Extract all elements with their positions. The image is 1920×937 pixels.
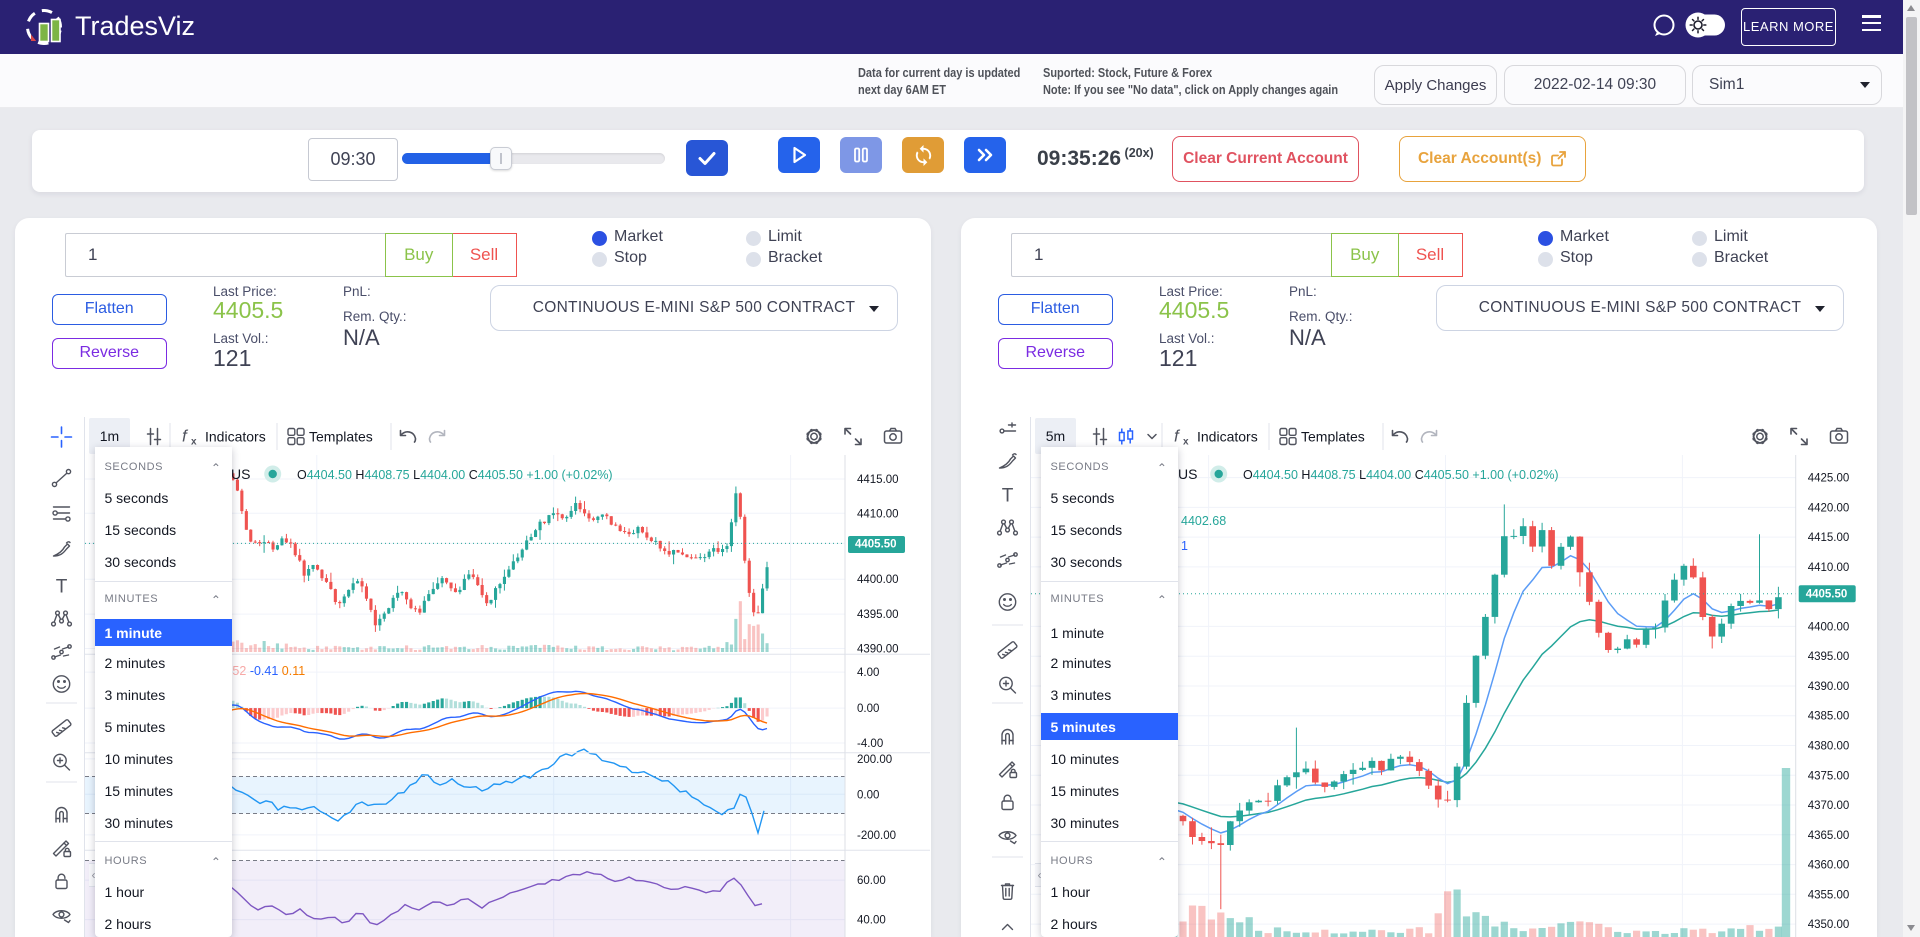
svg-text:4350.00: 4350.00 [1808,919,1850,931]
svg-text:f: f [1174,427,1181,446]
svg-text:4402.68: 4402.68 [1181,514,1226,528]
svg-text:4405.50: 4405.50 [855,538,897,550]
svg-text:T: T [1002,486,1014,507]
svg-text:4420.00: 4420.00 [1808,502,1850,514]
svg-text:US: US [231,466,250,482]
svg-text:Templates: Templates [309,429,373,445]
svg-text:4395.00: 4395.00 [1808,651,1850,663]
svg-text:4395.00: 4395.00 [857,609,899,621]
svg-text:4355.00: 4355.00 [1808,889,1850,901]
svg-text:-200.00: -200.00 [857,830,896,842]
svg-text:4.00: 4.00 [857,667,879,679]
svg-text:4400.00: 4400.00 [1808,621,1850,633]
svg-text:4380.00: 4380.00 [1808,741,1850,753]
svg-text:O4404.50 H4408.75 L4404.00: O4404.50 H4408.75 L4404.00 C4405.50 +1.0… [1243,468,1559,482]
svg-text:40.00: 40.00 [857,915,886,927]
svg-text:0.00: 0.00 [857,789,879,801]
svg-text:4410.00: 4410.00 [857,508,899,520]
svg-text:4400.00: 4400.00 [857,574,899,586]
svg-text:4390.00: 4390.00 [857,644,899,656]
svg-text:4370.00: 4370.00 [1808,800,1850,812]
svg-text:60.00: 60.00 [857,875,886,887]
svg-text:4375.00: 4375.00 [1808,770,1850,782]
svg-text:0.00: 0.00 [857,703,879,715]
svg-text:f: f [182,427,189,446]
svg-text:200.00: 200.00 [857,754,892,766]
svg-text:0.52 -0.41 0.11: 0.52 -0.41 0.11 [222,664,305,678]
svg-text:4390.00: 4390.00 [1808,681,1850,693]
svg-text:Indicators: Indicators [1197,429,1258,445]
svg-text:4405.50: 4405.50 [1806,589,1848,601]
svg-text:4425.00: 4425.00 [1808,473,1850,485]
svg-text:4415.00: 4415.00 [857,474,899,486]
svg-text:4365.00: 4365.00 [1808,830,1850,842]
svg-text:4410.00: 4410.00 [1808,562,1850,574]
svg-text:US: US [1178,466,1197,482]
svg-text:4385.00: 4385.00 [1808,711,1850,723]
svg-text:4360.00: 4360.00 [1808,860,1850,872]
svg-text:Templates: Templates [1301,429,1365,445]
svg-text:x: x [1183,437,1189,448]
svg-text:-4.00: -4.00 [857,738,883,750]
svg-text:x: x [191,437,197,448]
svg-text:4415.00: 4415.00 [1808,532,1850,544]
svg-text:O4404.50 H4408.75 L4404.00: O4404.50 H4408.75 L4404.00 C4405.50 +1.0… [297,468,613,482]
svg-text:Indicators: Indicators [205,429,266,445]
svg-text:T: T [56,577,68,598]
svg-text:1: 1 [1181,539,1188,553]
